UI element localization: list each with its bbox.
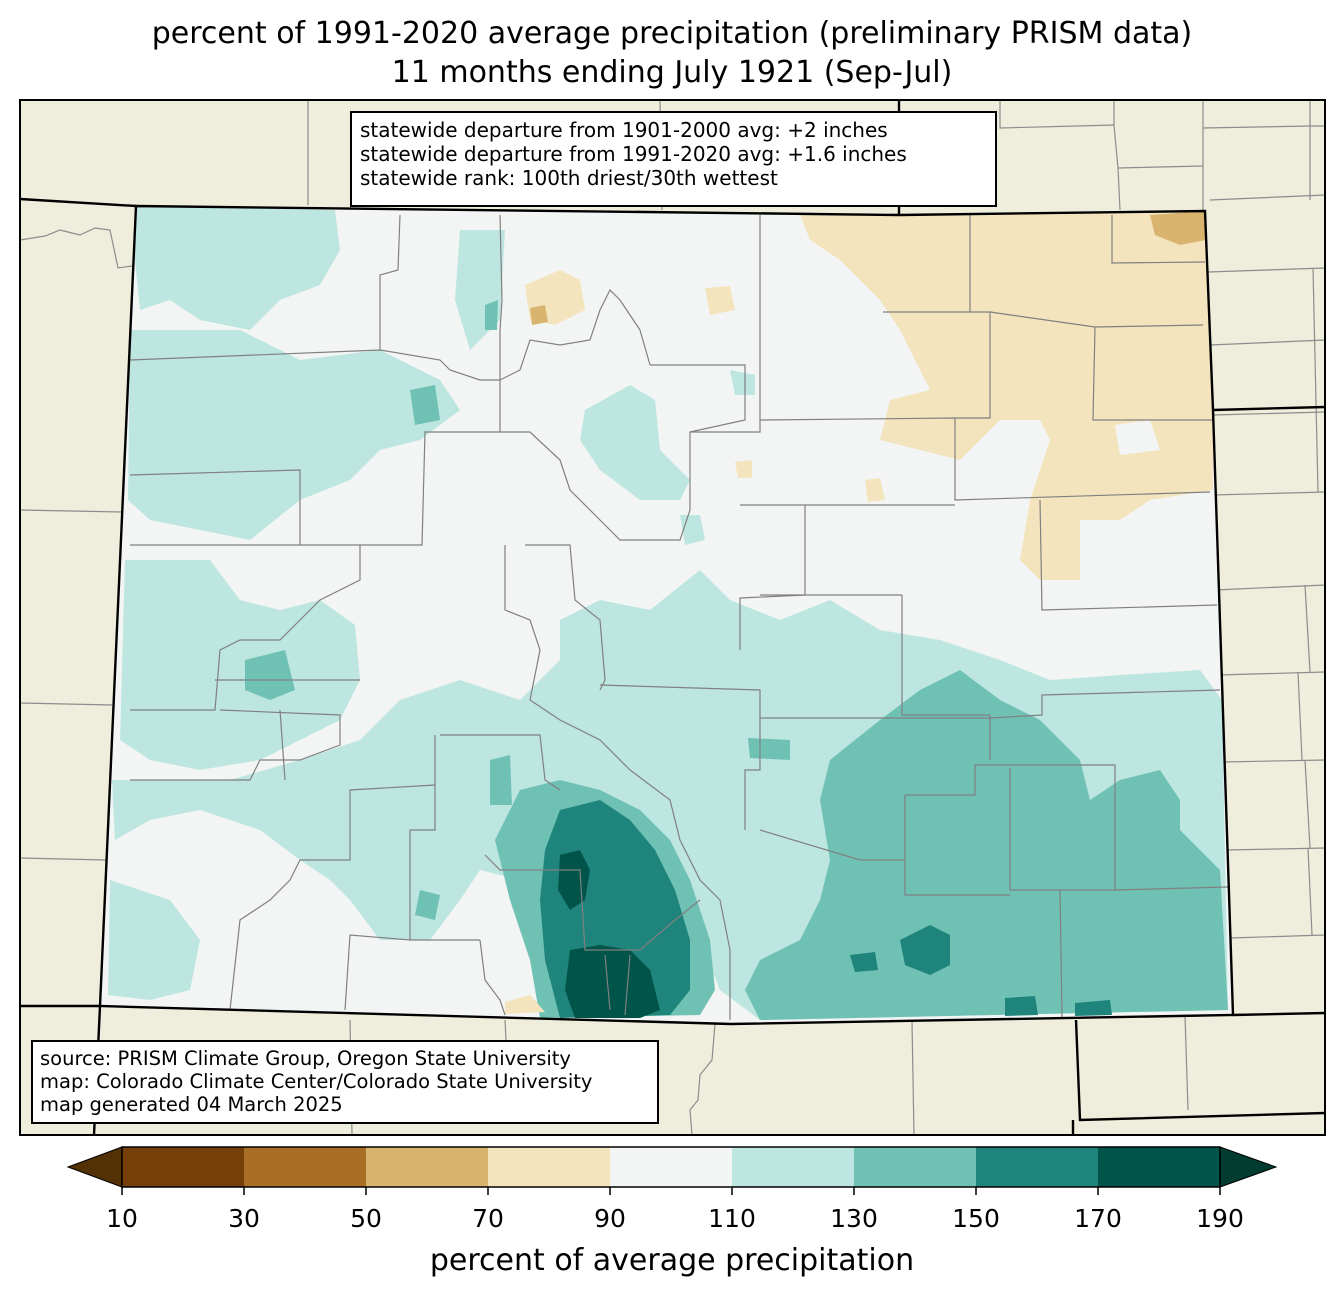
colorbar-tick-label: 110: [708, 1204, 756, 1233]
colorbar-bin-130-150: [854, 1147, 976, 1187]
colorbar-tick-label: 170: [1074, 1204, 1122, 1233]
colorado-border: [98, 204, 1235, 1026]
precipitation-field: [100, 206, 1233, 1024]
colorbar-tick-label: 10: [106, 1204, 138, 1233]
map-frame: [19, 99, 1326, 1136]
band-170-190: [558, 850, 660, 1018]
stats-line-3: statewide rank: 100th driest/30th wettes…: [360, 166, 778, 190]
colorbar-bin-30-50: [244, 1147, 366, 1187]
colorbar: [66, 1146, 1278, 1195]
stats-line-1: statewide departure from 1901-2000 avg: …: [360, 118, 888, 142]
map-subtitle: 11 months ending July 1921 (Sep-Jul): [391, 55, 953, 90]
colorbar-tick-label: 150: [952, 1204, 1000, 1233]
colorbar-over-arrow: [1219, 1146, 1278, 1188]
colorbar-bin-150-170: [976, 1147, 1098, 1187]
colorbar-tick-label: 70: [472, 1204, 504, 1233]
colorbar-under-arrow: [66, 1146, 123, 1188]
colorbar-bin-70-90: [488, 1147, 610, 1187]
stats-line-2: statewide departure from 1991-2020 avg: …: [360, 142, 907, 166]
credits-box: source: PRISM Climate Group, Oregon Stat…: [31, 1040, 659, 1124]
credits-line-2: map: Colorado Climate Center/Colorado St…: [40, 1070, 593, 1093]
colorbar-tick-label: 30: [228, 1204, 260, 1233]
colorbar-tick-label: 190: [1196, 1204, 1244, 1233]
colorbar-bin-10-30: [122, 1147, 244, 1187]
colorbar-bin-90-110: [610, 1147, 732, 1187]
credits-line-3: map generated 04 March 2025: [40, 1093, 343, 1116]
colorbar-outline: [121, 1146, 1221, 1188]
colorbar-bin-170-190: [1098, 1147, 1220, 1187]
colorbar-bin-110-130: [732, 1147, 854, 1187]
colorbar-label: percent of average precipitation: [429, 1243, 915, 1278]
county-lines: [129, 214, 1229, 1020]
colorbar-tick-label: 90: [594, 1204, 626, 1233]
colorbar-tick-label: 50: [350, 1204, 382, 1233]
band-50-70: [530, 211, 1206, 325]
credits-line-1: source: PRISM Climate Group, Oregon Stat…: [40, 1047, 571, 1070]
colorbar-ticks: [121, 1187, 1221, 1195]
statewide-stats-box: statewide departure from 1901-2000 avg: …: [350, 111, 997, 207]
map-title: percent of 1991-2020 average precipitati…: [151, 16, 1193, 51]
colorbar-tick-label: 130: [830, 1204, 878, 1233]
colorbar-bin-50-70: [366, 1147, 488, 1187]
